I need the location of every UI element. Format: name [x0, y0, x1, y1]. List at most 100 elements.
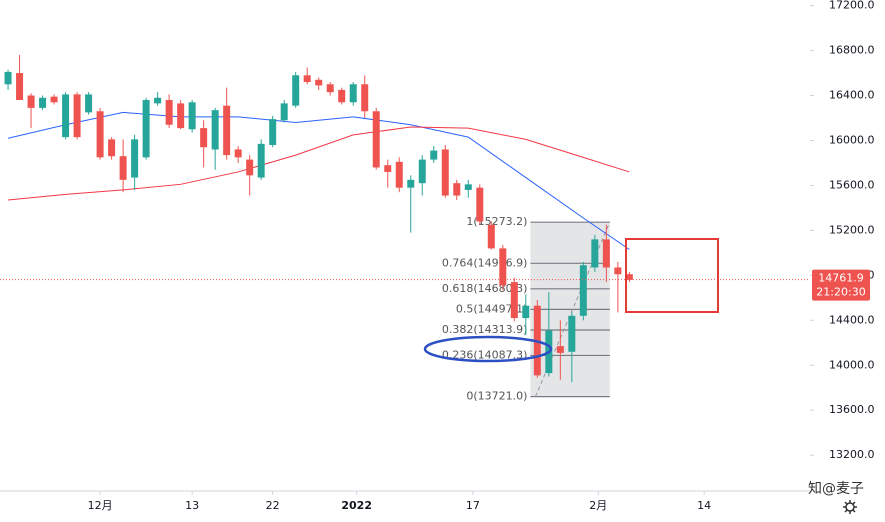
price-tag-value: 14761.9 — [818, 272, 864, 285]
candle-body — [154, 97, 162, 104]
candle — [16, 55, 24, 101]
candle — [50, 94, 58, 105]
candle-body — [50, 96, 58, 103]
candle — [154, 92, 162, 106]
x-tick-label: 13 — [185, 499, 199, 512]
candle-body — [372, 111, 380, 168]
candle — [510, 277, 518, 322]
candle-body — [464, 184, 472, 190]
candle-body — [85, 94, 93, 113]
y-tick-label: 14000.0 — [829, 358, 875, 371]
candle-body — [579, 265, 587, 316]
candle-body — [407, 179, 415, 188]
candle — [591, 234, 599, 272]
fib-label: 0.236(14087.3) — [442, 348, 528, 361]
y-tick-label: 15600.0 — [829, 178, 875, 191]
x-tick-label: 14 — [697, 499, 711, 512]
y-tick-label: 13200.0 — [829, 448, 875, 461]
fib-label: 0(13721.0) — [466, 390, 527, 403]
fib-label: 0.382(14313.9) — [442, 323, 528, 336]
x-tick-label: 2022 — [341, 499, 372, 512]
candle-body — [384, 165, 392, 172]
candle — [142, 97, 150, 160]
candle — [177, 100, 185, 130]
candle — [338, 87, 346, 105]
candle-body — [522, 305, 530, 319]
candle — [4, 69, 12, 90]
candle-body — [614, 267, 622, 275]
candle — [165, 94, 173, 129]
candle — [625, 271, 633, 283]
candle-body — [188, 102, 196, 130]
candle-body — [200, 128, 208, 148]
candle — [441, 144, 449, 198]
candle — [326, 82, 334, 96]
candle — [62, 92, 70, 140]
candle-body — [142, 100, 150, 158]
candle — [349, 82, 357, 106]
candle-body — [625, 274, 633, 280]
candle-body — [591, 239, 599, 268]
candle-body — [269, 119, 277, 145]
candle — [188, 100, 196, 133]
candle-body — [568, 315, 576, 352]
highlight-box — [625, 238, 719, 313]
candle — [522, 294, 530, 335]
candle-body — [27, 95, 35, 108]
gear-teeth[interactable] — [843, 500, 857, 514]
candle-body — [499, 248, 507, 286]
candle-body — [430, 150, 438, 160]
x-tick-label: 17 — [466, 499, 480, 512]
candle-body — [361, 84, 369, 112]
candle-body — [108, 139, 116, 157]
candle-body — [257, 143, 265, 178]
fib-label: 1(15273.2) — [466, 215, 527, 228]
candle-body — [476, 187, 484, 222]
candle-body — [315, 79, 323, 86]
candle — [234, 146, 242, 163]
candle-body — [602, 239, 610, 268]
candle — [131, 134, 139, 190]
candle — [200, 120, 208, 168]
moving-average — [8, 126, 630, 201]
candle — [269, 115, 277, 148]
candle — [85, 92, 93, 115]
y-tick-label: 14400.0 — [829, 313, 875, 326]
candle-body — [73, 94, 81, 138]
candle-body — [234, 149, 242, 158]
candle — [39, 95, 47, 111]
candle-body — [303, 75, 311, 83]
candle — [453, 179, 461, 201]
candle — [602, 224, 610, 283]
x-tick-label: 2月 — [589, 499, 607, 512]
candle — [223, 87, 231, 160]
candle — [361, 75, 369, 119]
settings-icon[interactable] — [843, 500, 857, 514]
y-tick-label: 16000.0 — [829, 133, 875, 146]
candle — [119, 139, 127, 193]
candle-body — [223, 105, 231, 156]
candle — [73, 92, 81, 140]
candle-body — [395, 161, 403, 188]
candle — [476, 184, 484, 225]
candle — [499, 245, 507, 290]
price-tag — [812, 269, 870, 301]
y-tick-label: 16800.0 — [829, 44, 875, 57]
candle-body — [165, 100, 173, 125]
fib-label: 0.5(14497.1) — [456, 302, 528, 315]
candle — [280, 100, 288, 123]
y-tick-label: 17200.0 — [829, 0, 875, 12]
candle-body — [280, 103, 288, 121]
candle-body — [510, 282, 518, 319]
candle — [27, 93, 35, 129]
candle-body — [177, 103, 185, 129]
candle-body — [96, 111, 104, 158]
y-tick-label: 13600.0 — [829, 403, 875, 416]
price-tag-countdown: 21:20:30 — [816, 286, 865, 299]
candle-body — [4, 71, 12, 85]
candle-body — [39, 97, 47, 108]
candle-body — [16, 73, 24, 101]
candle-body — [131, 139, 139, 178]
